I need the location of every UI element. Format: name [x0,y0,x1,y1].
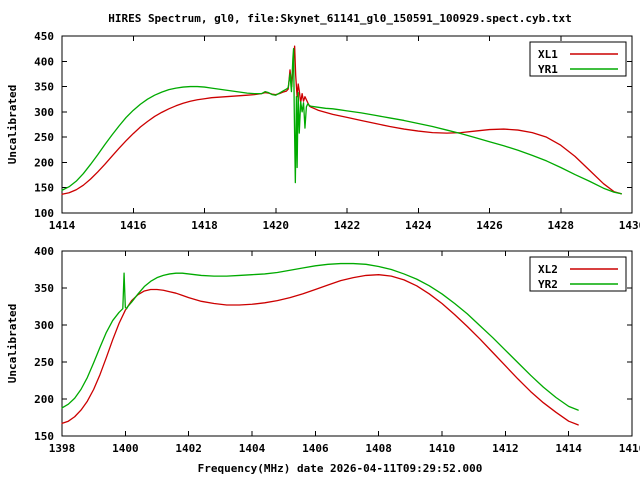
x-tick-label: 1422 [334,219,361,232]
x-tick-label: 1400 [112,442,139,455]
legend-label-xl1: XL1 [538,48,558,61]
x-tick-label: 1416 [619,442,640,455]
legend-label-yr1: YR1 [538,63,558,76]
x-tick-label: 1408 [365,442,392,455]
legend-box [529,41,627,77]
y-tick-label: 350 [34,282,54,295]
x-tick-label: 1406 [302,442,329,455]
y-tick-label: 400 [34,245,54,258]
y-axis-label: Uncalibrated [6,304,19,383]
y-tick-label: 200 [34,156,54,169]
x-tick-label: 1430 [619,219,640,232]
y-tick-label: 450 [34,30,54,43]
y-tick-label: 150 [34,182,54,195]
y-tick-label: 300 [34,319,54,332]
legend-box [529,256,627,292]
x-tick-label: 1420 [263,219,290,232]
top-panel: 1414 1416 1418 1420 1422 1424 1426 1428 1430 100 1… [6,30,640,232]
plot-frame [61,250,633,437]
y-tick-label: 250 [34,131,54,144]
x-axis-label: Frequency(MHz) date 2026-04-11T09:29:52.… [198,462,483,475]
y-tick-label: 350 [34,81,54,94]
x-tick-label: 1418 [191,219,218,232]
series-line-yr2 [61,262,579,411]
y-axis-label: Uncalibrated [6,85,19,164]
y-tick-label: 400 [34,55,54,68]
page-title: HIRES Spectrum, gl0, file:Skynet_61141_g… [108,12,572,25]
y-tick-label: 200 [34,393,54,406]
series-line-xl2 [61,274,579,426]
y-tick-label: 300 [34,106,54,119]
x-tick-label: 1414 [555,442,582,455]
x-tick-label: 1404 [239,442,266,455]
series-line-yr1 [61,47,622,195]
y-tick-label: 150 [34,430,54,443]
y-tick-label: 250 [34,356,54,369]
x-tick-label: 1414 [49,219,76,232]
x-tick-label: 1424 [405,219,432,232]
legend-label-xl2: XL2 [538,263,558,276]
x-tick-label: 1410 [429,442,456,455]
x-tick-label: 1412 [492,442,519,455]
x-tick-label: 1426 [476,219,503,232]
x-tick-label: 1428 [548,219,575,232]
x-tick-label: 1416 [120,219,147,232]
bottom-panel: 1398 1400 1402 1404 1406 1408 1410 1412 1414 1416… [6,245,640,455]
x-tick-label: 1398 [49,442,76,455]
x-tick-label: 1402 [175,442,202,455]
y-tick-label: 100 [34,207,54,220]
legend-label-yr2: YR2 [538,278,558,291]
